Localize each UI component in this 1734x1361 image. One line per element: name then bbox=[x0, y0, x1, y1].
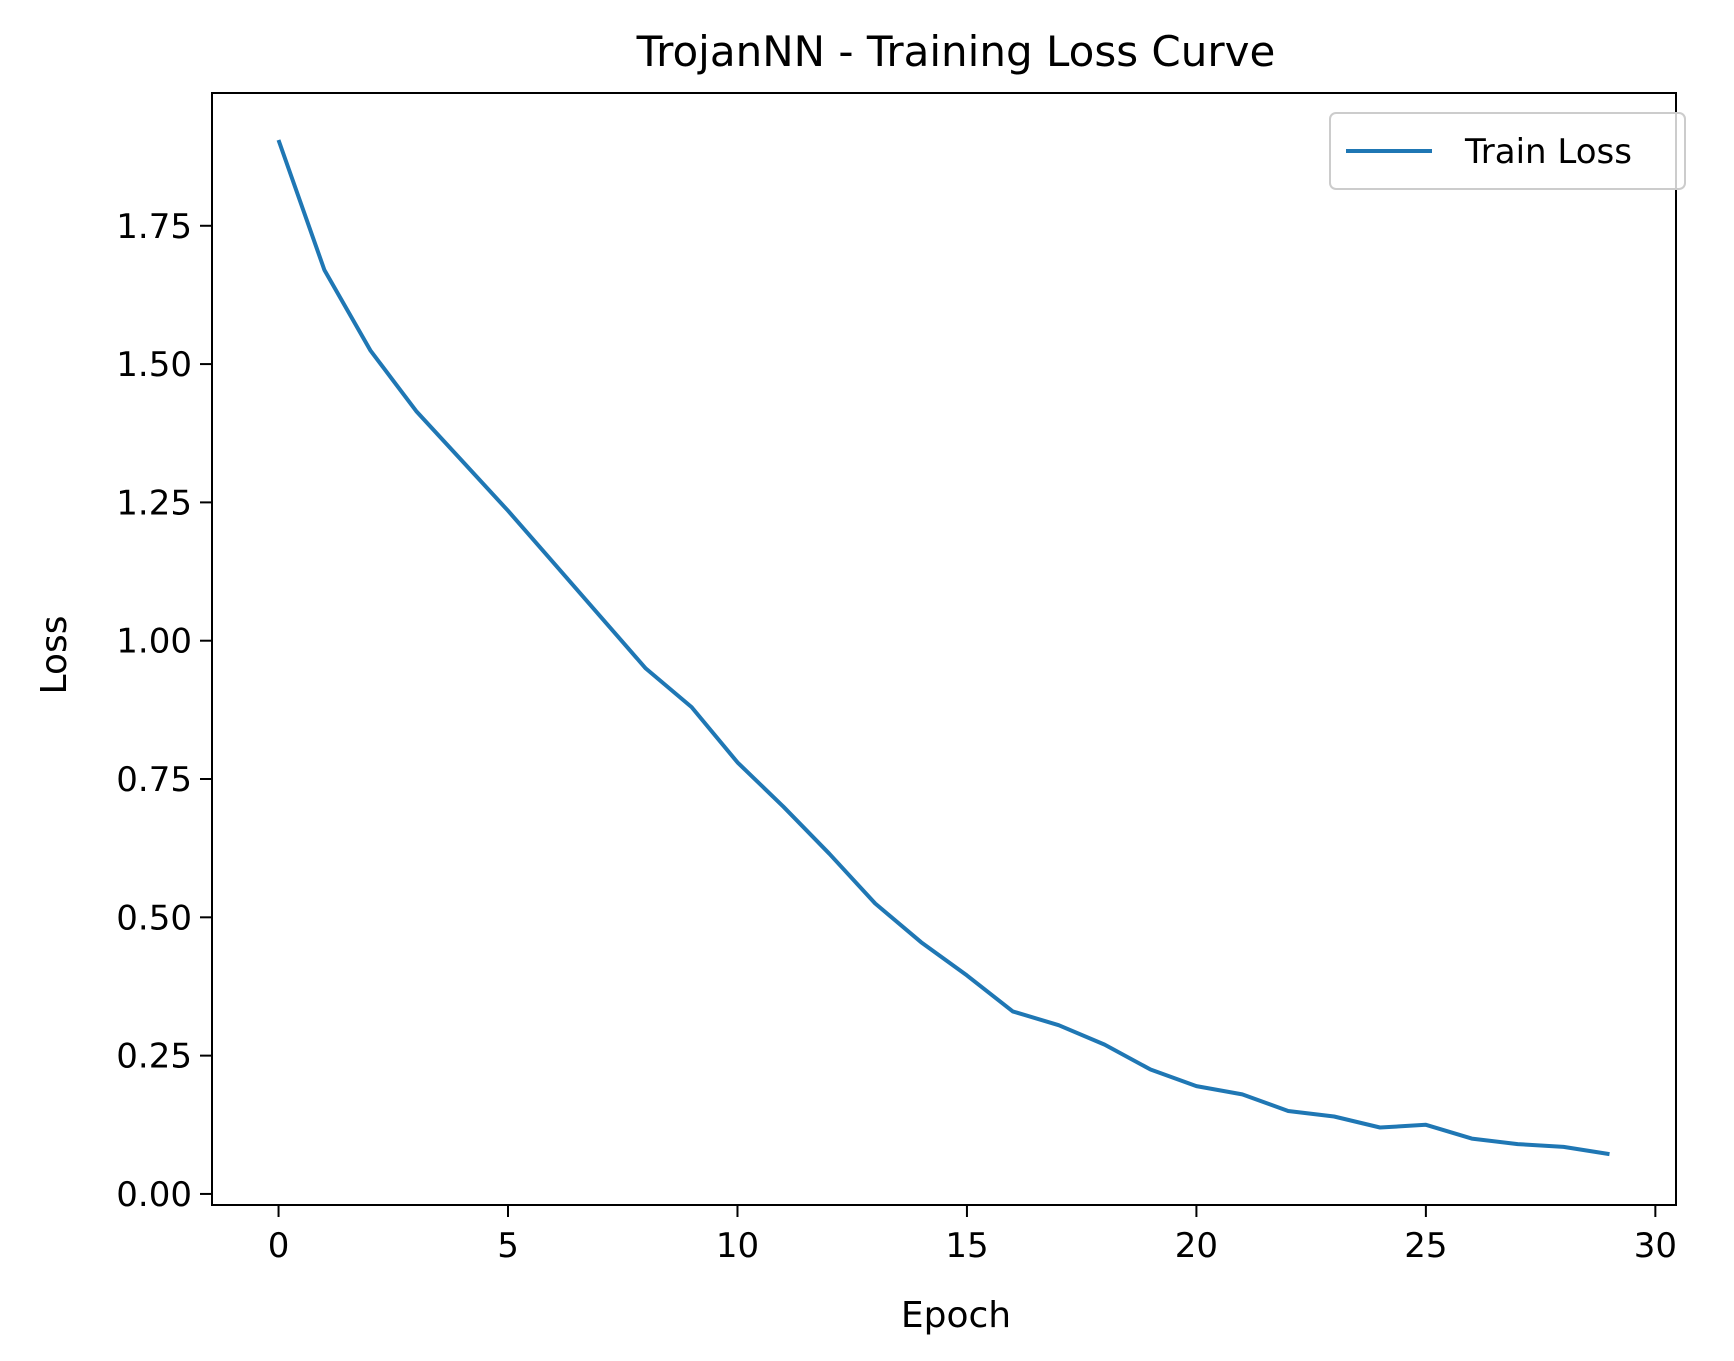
series-layer bbox=[276, 137, 1612, 1157]
y-tick-label: 0.25 bbox=[116, 1037, 192, 1077]
data-point bbox=[321, 267, 327, 273]
data-point bbox=[1102, 1042, 1108, 1048]
data-point bbox=[276, 137, 282, 143]
chart-title: TrojanNN - Training Loss Curve bbox=[636, 27, 1276, 76]
tick-layer: 0 5 10 15 20 25 30 0.00 0.25 0.50 0.75 1.00 1.25 1.50… bbox=[116, 207, 1677, 1266]
data-point bbox=[1193, 1083, 1199, 1089]
x-tick-label: 10 bbox=[716, 1226, 759, 1266]
data-point bbox=[918, 939, 924, 945]
data-point bbox=[872, 900, 878, 906]
data-point bbox=[367, 347, 373, 353]
data-point bbox=[597, 613, 603, 619]
y-tick-label: 0.00 bbox=[116, 1175, 192, 1215]
y-tick-label: 0.75 bbox=[116, 760, 192, 800]
data-point bbox=[1239, 1091, 1245, 1097]
data-point bbox=[826, 851, 832, 857]
y-tick-label: 0.50 bbox=[116, 898, 192, 938]
data-point bbox=[1515, 1141, 1521, 1147]
x-tick-label: 30 bbox=[1634, 1226, 1677, 1266]
data-point bbox=[551, 560, 557, 566]
x-tick-label: 20 bbox=[1175, 1226, 1218, 1266]
y-tick-label: 1.00 bbox=[116, 622, 192, 662]
data-point bbox=[459, 458, 465, 464]
data-point bbox=[1331, 1113, 1337, 1119]
legend-label-train-loss: Train Loss bbox=[1464, 132, 1632, 172]
data-point bbox=[505, 508, 511, 514]
data-point bbox=[1285, 1108, 1291, 1114]
y-tick-label: 1.25 bbox=[116, 483, 192, 523]
series-line-train-loss bbox=[276, 139, 1610, 1157]
data-point bbox=[1423, 1122, 1429, 1128]
data-point bbox=[734, 759, 740, 765]
data-point bbox=[1148, 1066, 1154, 1072]
legend: Train Loss bbox=[1329, 112, 1686, 190]
data-point bbox=[780, 804, 786, 810]
legend-box bbox=[1329, 112, 1686, 190]
data-point bbox=[964, 972, 970, 978]
data-point bbox=[1606, 1151, 1612, 1157]
y-tick-label: 1.50 bbox=[116, 345, 192, 385]
x-tick-label: 15 bbox=[945, 1226, 988, 1266]
data-point bbox=[1056, 1022, 1062, 1028]
data-point bbox=[1010, 1008, 1016, 1014]
x-axis-title: Epoch bbox=[901, 1295, 1011, 1336]
data-point bbox=[1377, 1125, 1383, 1131]
plot-area-frame bbox=[211, 92, 1677, 1206]
data-point bbox=[1561, 1144, 1567, 1150]
data-point bbox=[689, 704, 695, 710]
data-point bbox=[413, 408, 419, 414]
x-tick-label: 5 bbox=[497, 1226, 519, 1266]
data-point bbox=[1469, 1136, 1475, 1142]
data-point bbox=[643, 665, 649, 671]
y-axis-title: Loss bbox=[34, 616, 75, 695]
y-tick-label: 1.75 bbox=[116, 207, 192, 247]
x-tick-label: 0 bbox=[268, 1226, 290, 1266]
x-tick-label: 25 bbox=[1404, 1226, 1447, 1266]
